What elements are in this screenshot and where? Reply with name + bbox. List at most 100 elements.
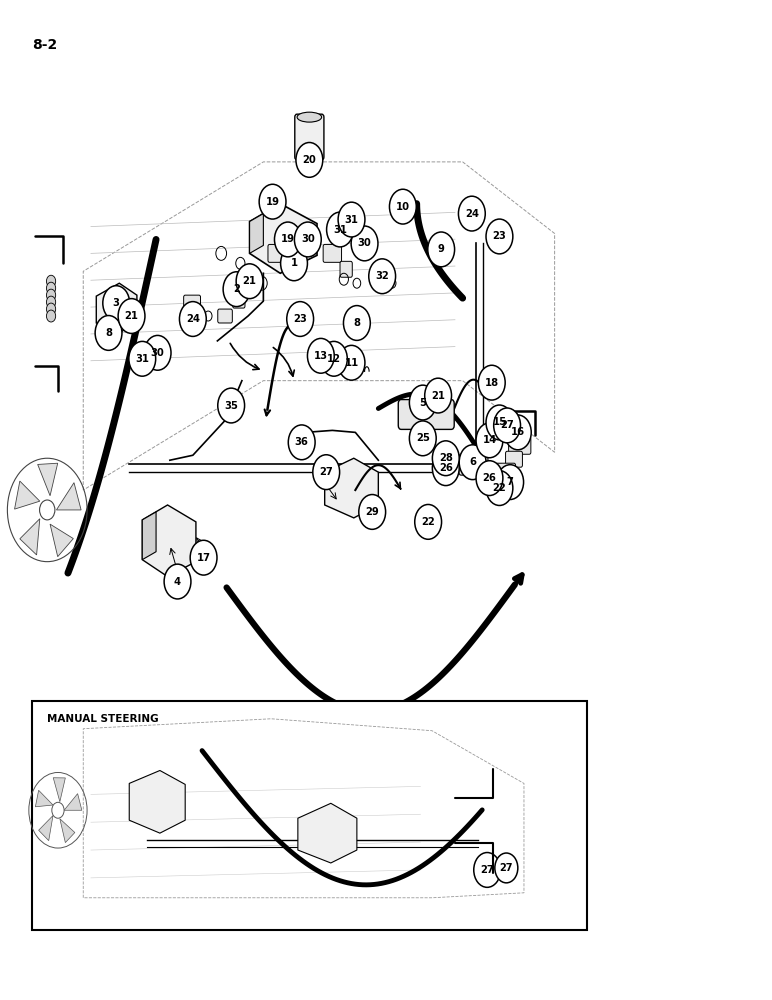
Circle shape <box>280 246 307 281</box>
Text: 27: 27 <box>500 420 514 430</box>
Circle shape <box>296 142 323 177</box>
Text: 10: 10 <box>396 202 410 212</box>
FancyBboxPatch shape <box>498 413 518 430</box>
Circle shape <box>52 802 64 818</box>
Polygon shape <box>129 770 185 833</box>
Text: 24: 24 <box>465 209 479 219</box>
Circle shape <box>129 341 156 376</box>
Polygon shape <box>60 819 75 843</box>
Circle shape <box>369 259 395 294</box>
Circle shape <box>46 303 56 315</box>
Circle shape <box>476 423 503 458</box>
Circle shape <box>39 500 55 520</box>
Text: 20: 20 <box>303 155 317 165</box>
Text: 14: 14 <box>482 435 496 445</box>
Text: 28: 28 <box>438 453 452 463</box>
Circle shape <box>479 365 505 400</box>
Text: 30: 30 <box>151 348 164 358</box>
Circle shape <box>428 232 455 267</box>
FancyBboxPatch shape <box>218 309 232 323</box>
Text: 24: 24 <box>186 314 200 324</box>
Text: 21: 21 <box>431 391 445 401</box>
Text: 25: 25 <box>416 433 430 443</box>
Polygon shape <box>20 519 40 555</box>
Polygon shape <box>36 790 53 807</box>
Polygon shape <box>249 204 317 273</box>
Text: 11: 11 <box>344 358 359 368</box>
Circle shape <box>351 226 378 261</box>
Text: 29: 29 <box>365 507 379 517</box>
Circle shape <box>164 564 191 599</box>
Circle shape <box>46 282 56 294</box>
Circle shape <box>218 388 245 423</box>
Circle shape <box>486 471 513 505</box>
Ellipse shape <box>297 112 322 122</box>
Circle shape <box>307 338 334 373</box>
FancyBboxPatch shape <box>506 451 523 467</box>
Text: 21: 21 <box>242 276 256 286</box>
Text: 1: 1 <box>290 258 297 268</box>
FancyBboxPatch shape <box>496 463 516 480</box>
Text: 35: 35 <box>224 401 238 411</box>
Text: 23: 23 <box>293 314 307 324</box>
Polygon shape <box>249 214 263 253</box>
Text: 31: 31 <box>344 215 358 225</box>
Text: 4: 4 <box>174 577 181 587</box>
Circle shape <box>425 378 452 413</box>
FancyBboxPatch shape <box>295 114 324 160</box>
FancyBboxPatch shape <box>268 244 286 262</box>
Circle shape <box>46 296 56 308</box>
Circle shape <box>275 222 301 257</box>
Circle shape <box>415 504 442 539</box>
Circle shape <box>474 853 500 887</box>
Circle shape <box>496 465 523 500</box>
Circle shape <box>46 275 56 287</box>
Polygon shape <box>96 283 137 333</box>
Polygon shape <box>50 524 73 557</box>
FancyBboxPatch shape <box>184 295 201 311</box>
Circle shape <box>495 853 518 883</box>
Text: 31: 31 <box>333 225 347 235</box>
Circle shape <box>338 202 365 237</box>
Circle shape <box>486 219 513 254</box>
Text: 8-2: 8-2 <box>32 38 57 52</box>
Text: 3: 3 <box>113 298 120 308</box>
Text: 13: 13 <box>314 351 328 361</box>
Polygon shape <box>39 816 53 841</box>
Text: 27: 27 <box>320 467 333 477</box>
FancyBboxPatch shape <box>398 400 454 429</box>
Polygon shape <box>15 481 40 509</box>
FancyBboxPatch shape <box>232 294 245 308</box>
FancyBboxPatch shape <box>503 426 522 442</box>
Text: 30: 30 <box>357 238 371 248</box>
Text: 27: 27 <box>480 865 494 875</box>
Circle shape <box>486 405 513 440</box>
FancyBboxPatch shape <box>340 261 352 277</box>
Polygon shape <box>325 458 378 518</box>
FancyBboxPatch shape <box>509 437 531 454</box>
Circle shape <box>359 495 386 529</box>
Circle shape <box>409 421 436 456</box>
FancyBboxPatch shape <box>459 454 488 475</box>
Polygon shape <box>56 483 81 510</box>
Text: 22: 22 <box>493 483 506 493</box>
Circle shape <box>459 196 486 231</box>
Text: 8: 8 <box>354 318 361 328</box>
Circle shape <box>327 212 354 247</box>
Circle shape <box>46 310 56 322</box>
Text: 5: 5 <box>419 398 426 408</box>
Text: 32: 32 <box>375 271 389 281</box>
Text: 16: 16 <box>511 427 525 437</box>
Text: 36: 36 <box>295 437 309 447</box>
Polygon shape <box>53 778 66 802</box>
Polygon shape <box>38 463 58 496</box>
Circle shape <box>294 222 321 257</box>
Bar <box>32 701 587 930</box>
Text: 26: 26 <box>482 473 496 483</box>
Circle shape <box>476 461 503 496</box>
Text: 12: 12 <box>327 354 341 364</box>
Text: 19: 19 <box>266 197 279 207</box>
Text: 8: 8 <box>105 328 112 338</box>
Polygon shape <box>142 512 156 560</box>
Text: 15: 15 <box>493 417 506 427</box>
